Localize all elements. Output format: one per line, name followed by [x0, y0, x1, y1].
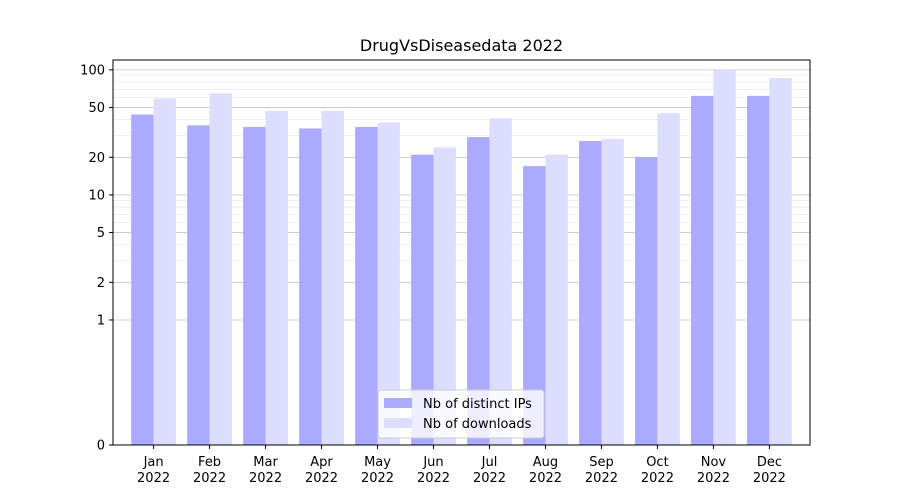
bar-distinct-ips-oct: [635, 157, 658, 445]
bar-downloads-jan: [153, 98, 176, 446]
legend: Nb of distinct IPs Nb of downloads: [377, 389, 545, 439]
chart-title: DrugVsDiseasedata 2022: [360, 36, 563, 55]
x-tick-label-year: 2022: [753, 471, 786, 486]
y-tick-label: 5: [97, 226, 105, 241]
bar-distinct-ips-jun: [411, 154, 434, 446]
x-tick-label-year: 2022: [305, 471, 338, 486]
x-tick-label-month: Jun: [422, 455, 443, 470]
x-tick-label-month: Dec: [757, 455, 782, 470]
x-tick-label-year: 2022: [249, 471, 282, 486]
axes-frame: [112, 59, 811, 446]
legend-swatch: [384, 398, 412, 408]
legend-box: [377, 389, 545, 439]
bar-distinct-ips-mar: [243, 126, 266, 446]
legend-swatch: [384, 418, 412, 428]
bar-distinct-ips-dec: [747, 95, 770, 446]
y-tick-label: 0: [97, 439, 105, 454]
bar-downloads-jun: [433, 147, 456, 446]
x-tick-label-year: 2022: [641, 471, 674, 486]
x-tick-label-month: Feb: [198, 455, 221, 470]
x-tick-label-year: 2022: [697, 471, 730, 486]
bar-downloads-mar: [265, 110, 288, 445]
x-tick-label-year: 2022: [137, 471, 170, 486]
bar-downloads-aug: [545, 154, 568, 446]
x-tick-label-month: Mar: [253, 455, 278, 470]
x-tick-label-month: Nov: [701, 455, 727, 470]
x-tick-label-month: Sep: [589, 455, 614, 470]
x-tick-label-year: 2022: [529, 471, 562, 486]
bar-downloads-apr: [321, 110, 344, 445]
bar-downloads-dec: [769, 78, 792, 446]
x-tick-label-year: 2022: [585, 471, 618, 486]
bar-distinct-ips-may: [355, 126, 378, 446]
legend-label: Nb of distinct IPs: [423, 397, 532, 412]
bar-downloads-jul: [489, 118, 512, 445]
y-tick-label: 100: [80, 63, 105, 78]
bar-distinct-ips-apr: [299, 128, 322, 445]
x-tick-label-month: Jul: [481, 455, 498, 470]
x-axis: Jan2022Feb2022Mar2022Apr2022May2022Jun20…: [137, 445, 786, 486]
y-axis: 0 1 2 5 10 20 50 100: [80, 63, 113, 454]
bar-distinct-ips-sep: [579, 140, 602, 445]
bar-downloads-oct: [657, 113, 680, 445]
x-tick-label-year: 2022: [361, 471, 394, 486]
x-tick-label-month: Oct: [646, 455, 668, 470]
bars: [131, 69, 792, 446]
legend-label: Nb of downloads: [423, 417, 532, 432]
y-tick-label: 10: [88, 188, 105, 203]
bar-downloads-nov: [713, 69, 736, 446]
x-tick-label-month: May: [364, 455, 391, 470]
y-tick-label: 50: [88, 101, 105, 116]
y-tick-label: 20: [88, 151, 105, 166]
bar-downloads-sep: [601, 139, 624, 445]
y-tick-label: 1: [97, 313, 105, 328]
bar-downloads-feb: [209, 93, 232, 446]
x-tick-label-year: 2022: [193, 471, 226, 486]
x-tick-label-month: Jan: [143, 455, 164, 470]
bar-distinct-ips-jan: [131, 114, 154, 445]
x-tick-label-month: Apr: [310, 455, 333, 470]
x-tick-label-year: 2022: [417, 471, 450, 486]
bar-distinct-ips-aug: [523, 166, 546, 445]
bar-distinct-ips-nov: [691, 95, 714, 446]
bar-downloads-may: [377, 122, 400, 445]
x-tick-label-month: Aug: [533, 455, 558, 470]
bar-distinct-ips-feb: [187, 125, 210, 445]
bar-distinct-ips-jul: [467, 137, 490, 445]
y-tick-label: 2: [97, 276, 105, 291]
x-tick-label-year: 2022: [473, 471, 506, 486]
